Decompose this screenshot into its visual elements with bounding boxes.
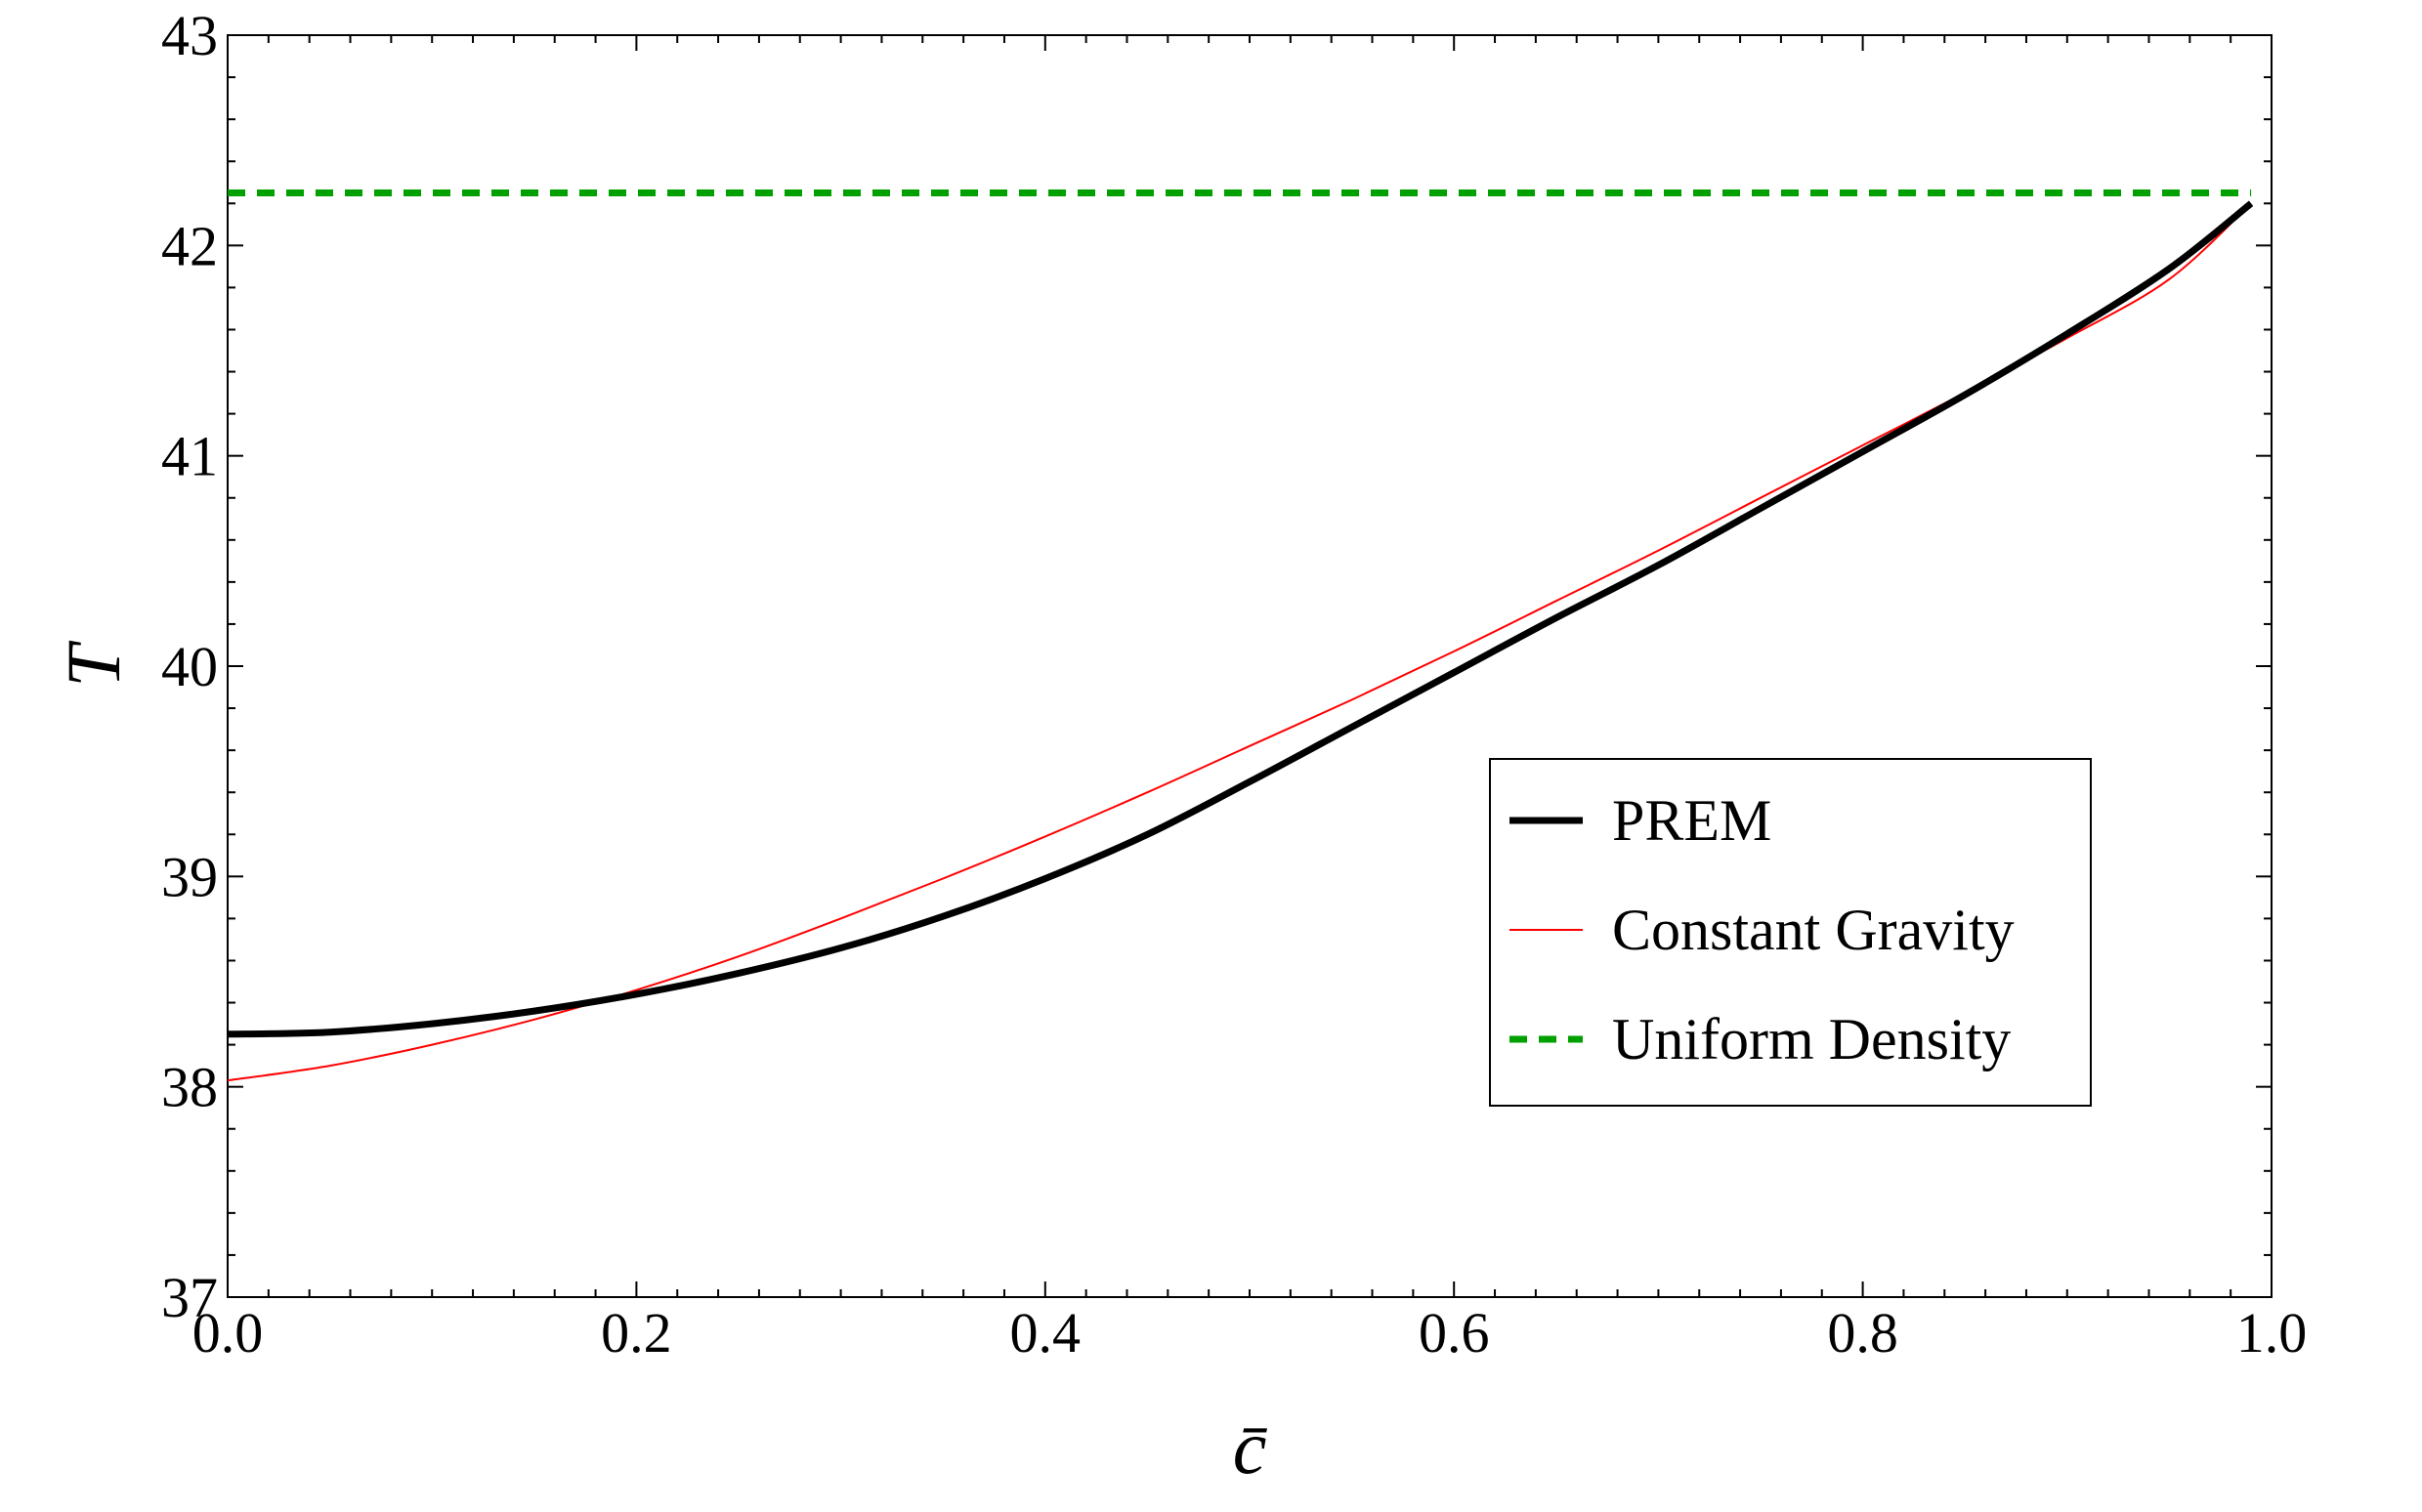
y-tick-label: 41 <box>161 425 218 488</box>
y-tick-label: 43 <box>161 4 218 67</box>
x-tick-label: 0.6 <box>1419 1301 1490 1365</box>
axis-ticks <box>227 34 2273 1298</box>
legend-label-uniform-density: Uniform Density <box>1612 1007 2011 1071</box>
legend-label-constant-gravity: Constant Gravity <box>1612 898 2015 962</box>
axis-tick-labels: 0.0 0.2 0.4 0.6 0.8 1.0 37 38 39 40 41 42 43 <box>161 4 2307 1365</box>
x-tick-label: 0.8 <box>1827 1301 1898 1365</box>
plot-frame <box>227 34 2273 1298</box>
y-tick-label: 39 <box>161 845 218 908</box>
legend-box <box>1489 758 2092 1107</box>
x-tick-label: 1.0 <box>2236 1301 2308 1365</box>
y-tick-label: 37 <box>161 1266 218 1329</box>
y-tick-label: 42 <box>161 214 218 277</box>
x-tick-label: 0.2 <box>601 1301 672 1365</box>
y-tick-label: 40 <box>161 635 218 698</box>
series-layer <box>227 189 2254 1082</box>
x-tick-label: 0.0 <box>192 1301 264 1365</box>
y-axis-title: T <box>51 641 136 688</box>
x-axis-title: c̄ <box>1233 1405 1267 1490</box>
legend: PREM Constant Gravity Uniform Density <box>1489 758 2092 1107</box>
x-tick-label: 0.4 <box>1010 1301 1082 1365</box>
series-line-prem <box>227 200 2254 1038</box>
legend-label-prem: PREM <box>1612 788 1771 853</box>
y-tick-label: 38 <box>161 1056 218 1119</box>
